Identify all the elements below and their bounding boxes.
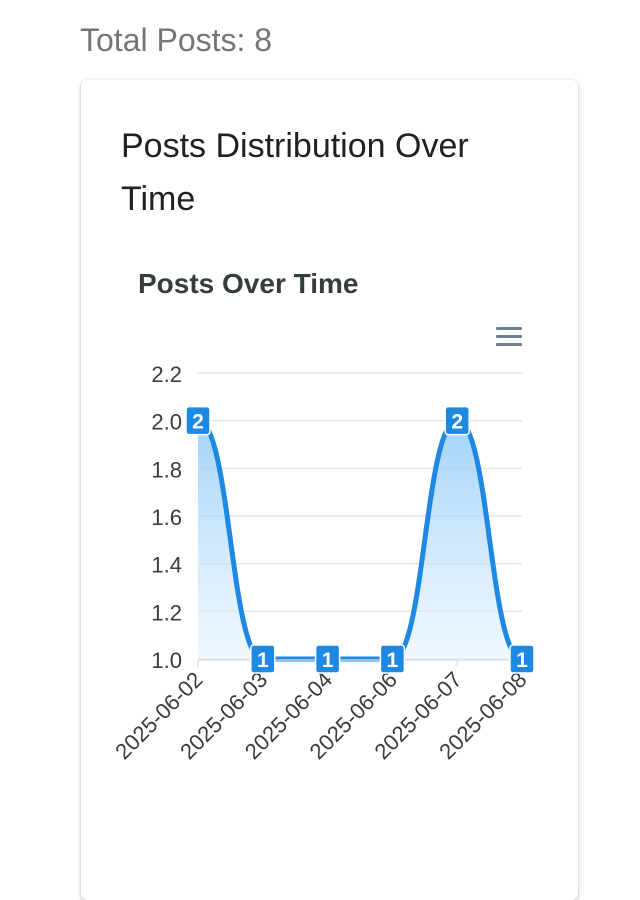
chart-menu-button[interactable] xyxy=(492,322,526,350)
hamburger-menu-icon xyxy=(496,327,522,346)
menu-icon-bar xyxy=(496,343,522,346)
menu-icon-bar xyxy=(496,327,522,330)
menu-icon-bar xyxy=(496,335,522,338)
total-posts-count: Total Posts: 8 xyxy=(80,22,273,58)
card-title: Posts Distribution Over Time xyxy=(121,127,469,218)
posts-distribution-card: Posts Distribution Over Time xyxy=(81,80,578,900)
